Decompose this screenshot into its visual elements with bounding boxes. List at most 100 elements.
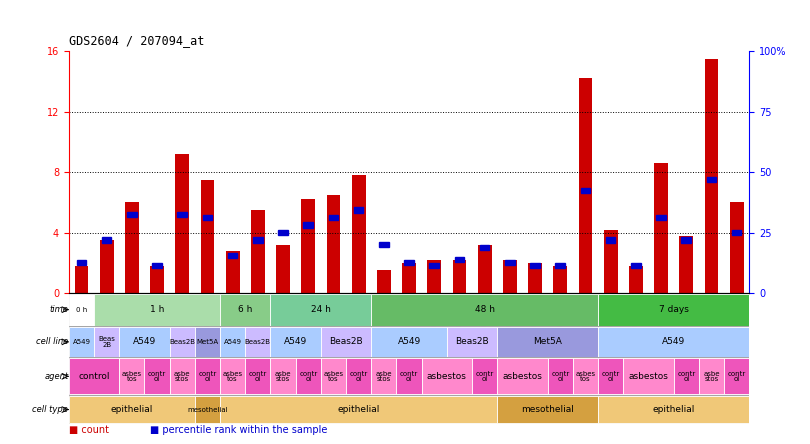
Bar (556, 263, 565, 269)
Bar (125, 202, 139, 293)
Text: asbe
stos: asbe stos (703, 371, 720, 382)
Bar (69, 358, 119, 394)
Bar (699, 358, 724, 394)
Text: asbestos: asbestos (629, 372, 668, 381)
Bar (201, 180, 215, 293)
Bar (603, 230, 617, 293)
Bar (245, 327, 271, 357)
Bar (296, 358, 321, 394)
Text: contr
ol: contr ol (350, 371, 368, 382)
Text: 0 h: 0 h (76, 307, 87, 313)
Bar (503, 260, 517, 293)
Bar (251, 210, 265, 293)
Bar (228, 253, 237, 258)
Bar (472, 358, 497, 394)
Bar (220, 294, 271, 326)
Bar (127, 212, 137, 217)
Text: agent: agent (45, 372, 68, 381)
Bar (354, 207, 364, 213)
Bar (69, 396, 195, 424)
Bar (245, 358, 271, 394)
Text: Beas2B: Beas2B (245, 339, 271, 345)
Text: time: time (49, 305, 68, 314)
Bar (528, 263, 542, 293)
Text: Beas2B: Beas2B (169, 339, 195, 345)
Bar (94, 327, 119, 357)
Text: asbe
stos: asbe stos (174, 371, 190, 382)
Text: ■ count: ■ count (69, 425, 109, 435)
Text: cell type: cell type (32, 405, 68, 414)
Bar (598, 327, 749, 357)
Bar (169, 358, 195, 394)
Bar (69, 327, 94, 357)
Bar (301, 199, 315, 293)
Text: A549: A549 (284, 337, 307, 346)
Bar (598, 396, 749, 424)
Bar (629, 266, 643, 293)
Bar (371, 327, 447, 357)
Bar (220, 396, 497, 424)
Bar (705, 59, 718, 293)
Text: ■ percentile rank within the sample: ■ percentile rank within the sample (150, 425, 327, 435)
Bar (497, 327, 598, 357)
Text: asbe
stos: asbe stos (376, 371, 392, 382)
Text: contr
ol: contr ol (551, 371, 569, 382)
Bar (732, 230, 741, 235)
Text: 1 h: 1 h (150, 305, 164, 314)
Bar (152, 263, 162, 269)
Text: asbes
tos: asbes tos (122, 371, 142, 382)
Bar (352, 175, 365, 293)
Bar (119, 327, 169, 357)
Bar (220, 327, 245, 357)
Text: asbestos: asbestos (502, 372, 543, 381)
Bar (326, 195, 340, 293)
Bar (371, 358, 396, 394)
Text: Beas2B: Beas2B (455, 337, 489, 346)
Text: contr
ol: contr ol (677, 371, 695, 382)
Bar (428, 260, 441, 293)
Bar (573, 358, 598, 394)
Bar (598, 358, 623, 394)
Text: 48 h: 48 h (475, 305, 495, 314)
Bar (654, 163, 668, 293)
Text: A549: A549 (224, 339, 241, 345)
Bar (497, 358, 548, 394)
Text: control: control (79, 372, 110, 381)
Text: A549: A549 (662, 337, 685, 346)
Text: asbe
stos: asbe stos (275, 371, 292, 382)
Bar (402, 263, 416, 293)
Bar (279, 230, 288, 235)
Bar (581, 187, 590, 193)
Bar (730, 202, 744, 293)
Text: epithelial: epithelial (338, 405, 380, 414)
Text: contr
ol: contr ol (299, 371, 318, 382)
Bar (175, 154, 190, 293)
Text: contr
ol: contr ol (148, 371, 166, 382)
Bar (271, 327, 321, 357)
Text: Met5A: Met5A (533, 337, 562, 346)
Text: asbes
tos: asbes tos (323, 371, 343, 382)
Text: contr
ol: contr ol (602, 371, 620, 382)
Bar (100, 240, 113, 293)
Bar (606, 238, 616, 243)
Bar (724, 358, 749, 394)
Bar (271, 358, 296, 394)
Bar (674, 358, 699, 394)
Bar (202, 215, 212, 220)
Text: contr
ol: contr ol (400, 371, 418, 382)
Text: GDS2604 / 207094_at: GDS2604 / 207094_at (69, 34, 204, 47)
Bar (656, 215, 666, 220)
Bar (371, 294, 598, 326)
Bar (680, 236, 693, 293)
Text: epithelial: epithelial (653, 405, 695, 414)
Text: mesothelial: mesothelial (521, 405, 574, 414)
Text: A549: A549 (133, 337, 156, 346)
Text: Beas
2B: Beas 2B (98, 336, 115, 348)
Bar (304, 222, 313, 228)
Bar (429, 263, 439, 269)
Bar (379, 242, 389, 247)
Bar (623, 358, 674, 394)
Bar (177, 212, 187, 217)
Text: Beas2B: Beas2B (329, 337, 363, 346)
Bar (75, 266, 88, 293)
